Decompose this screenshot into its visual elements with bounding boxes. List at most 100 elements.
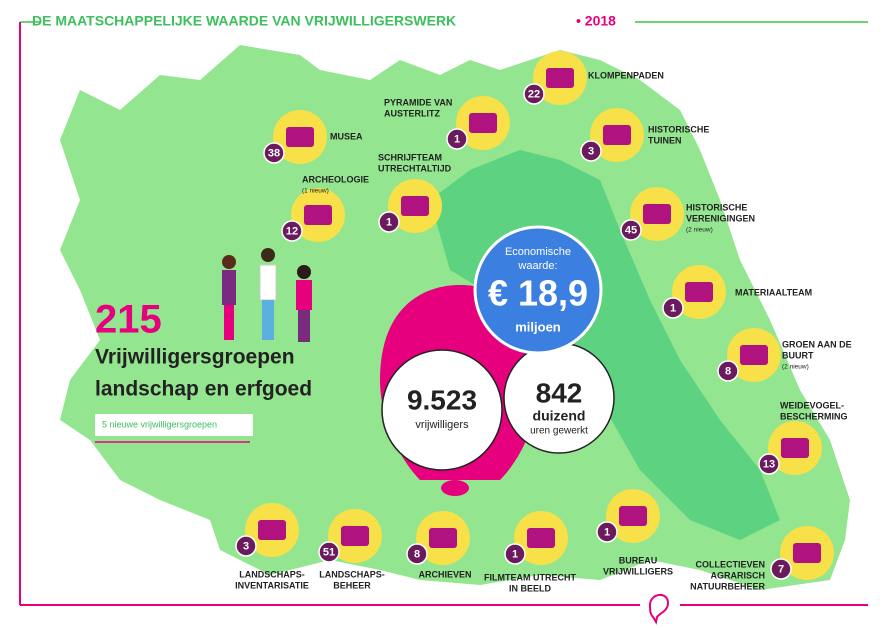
summary-number: 215 [95, 298, 162, 342]
volunteers-number: 9.523 [407, 384, 477, 415]
group-icon [341, 526, 369, 546]
volunteers-label: vrijwilligers [415, 419, 469, 431]
count-badge [446, 128, 468, 150]
count: 8 [725, 365, 731, 377]
count: 1 [670, 302, 676, 314]
group-icon [546, 68, 574, 88]
group-label: SCHRIJFTEAM [378, 152, 442, 162]
count-badge [504, 543, 526, 565]
group-label: IN BEELD [509, 583, 552, 593]
group-label: ARCHIEVEN [418, 569, 471, 579]
count: 38 [268, 147, 280, 159]
group-icon [401, 196, 429, 216]
economic-circle [473, 225, 603, 355]
count-badge [406, 543, 428, 565]
count: 1 [386, 216, 392, 228]
group-icon [429, 528, 457, 548]
group-label: GROEN AAN DE [782, 339, 852, 349]
group-label: KLOMPENPADEN [588, 70, 664, 80]
count: 7 [778, 563, 784, 575]
group-icon [304, 205, 332, 225]
count: 51 [323, 546, 335, 558]
neck [441, 480, 469, 496]
economic-label: Economische [505, 246, 571, 258]
new-groups-box [95, 414, 253, 436]
group-icon [619, 506, 647, 526]
group-label: AUSTERLITZ [384, 108, 440, 118]
title-year: • 2018 [576, 13, 616, 29]
count: 12 [286, 225, 298, 237]
group-icon [527, 528, 555, 548]
group-note: (2 nieuw) [782, 364, 809, 371]
group-icon [685, 282, 713, 302]
count-badge [596, 521, 618, 543]
count: 45 [625, 224, 637, 236]
group-label: HISTORISCHE [686, 202, 747, 212]
heart-icon [648, 594, 670, 625]
group-icon [793, 543, 821, 563]
group-label: VRIJWILLIGERS [603, 566, 673, 576]
economic-amount: € 18,9 [488, 273, 588, 314]
count: 1 [604, 526, 610, 538]
economic-label: waarde: [517, 260, 557, 272]
count-badge [662, 297, 684, 319]
people-illustration [222, 248, 312, 342]
group-label: INVENTARISATIE [235, 580, 309, 590]
new-groups: 5 nieuwe vrijwilligersgroepen [102, 419, 217, 429]
group-label: LANDSCHAPS- [239, 569, 305, 579]
volunteers-circle [381, 349, 503, 471]
count: 3 [243, 540, 249, 552]
count-badge [580, 140, 602, 162]
group-icon [643, 204, 671, 224]
group-label: MUSEA [330, 131, 363, 141]
count-badge [758, 453, 780, 475]
count: 1 [512, 548, 518, 560]
group-label: UTRECHTALTIJD [378, 163, 452, 173]
group-label: TUINEN [648, 135, 682, 145]
count-badge [263, 142, 285, 164]
count-badge [523, 83, 545, 105]
count: 1 [454, 133, 460, 145]
group-label: PYRAMIDE VAN [384, 97, 452, 107]
group-note: (1 nieuw) [302, 188, 329, 195]
summary-line: landschap en erfgoed [95, 378, 312, 401]
group-label: WEIDEVOGEL- [780, 400, 844, 410]
group-icon [781, 438, 809, 458]
group-label: HISTORISCHE [648, 124, 709, 134]
count-badge [620, 219, 642, 241]
count: 8 [414, 548, 420, 560]
group-icon [258, 520, 286, 540]
group-label: BUURT [782, 350, 814, 360]
group-label: NATUURBEHEER [690, 581, 765, 591]
count-badge [318, 541, 340, 563]
group-label: VERENIGINGEN [686, 213, 755, 223]
group-icon [603, 125, 631, 145]
group-icon [469, 113, 497, 133]
group-icon [740, 345, 768, 365]
count: 13 [763, 458, 775, 470]
group-label: FILMTEAM UTRECHT [484, 572, 576, 582]
count-badge [770, 558, 792, 580]
group-label: BEHEER [333, 580, 371, 590]
count: 22 [528, 88, 540, 100]
summary-line: Vrijwilligersgroepen [95, 346, 295, 369]
group-label: BESCHERMING [780, 411, 848, 421]
count-badge [378, 211, 400, 233]
count-badge [717, 360, 739, 382]
hours-unit: duizend [533, 408, 586, 424]
group-note: (2 nieuw) [686, 227, 713, 234]
group-label: BUREAU [619, 555, 658, 565]
hours-label: uren gewerkt [530, 426, 588, 437]
economic-unit: miljoen [515, 319, 561, 334]
count-badge [235, 535, 257, 557]
count: 3 [588, 145, 594, 157]
group-label: ARCHEOLOGIE [302, 174, 369, 184]
group-icon [286, 127, 314, 147]
hours-number: 842 [536, 377, 583, 408]
group-label: LANDSCHAPS- [319, 569, 385, 579]
group-label: MATERIAALTEAM [735, 287, 812, 297]
title: DE MAATSCHAPPELIJKE WAARDE VAN VRIJWILLI… [32, 13, 456, 29]
group-label: AGRARISCH [710, 570, 765, 580]
